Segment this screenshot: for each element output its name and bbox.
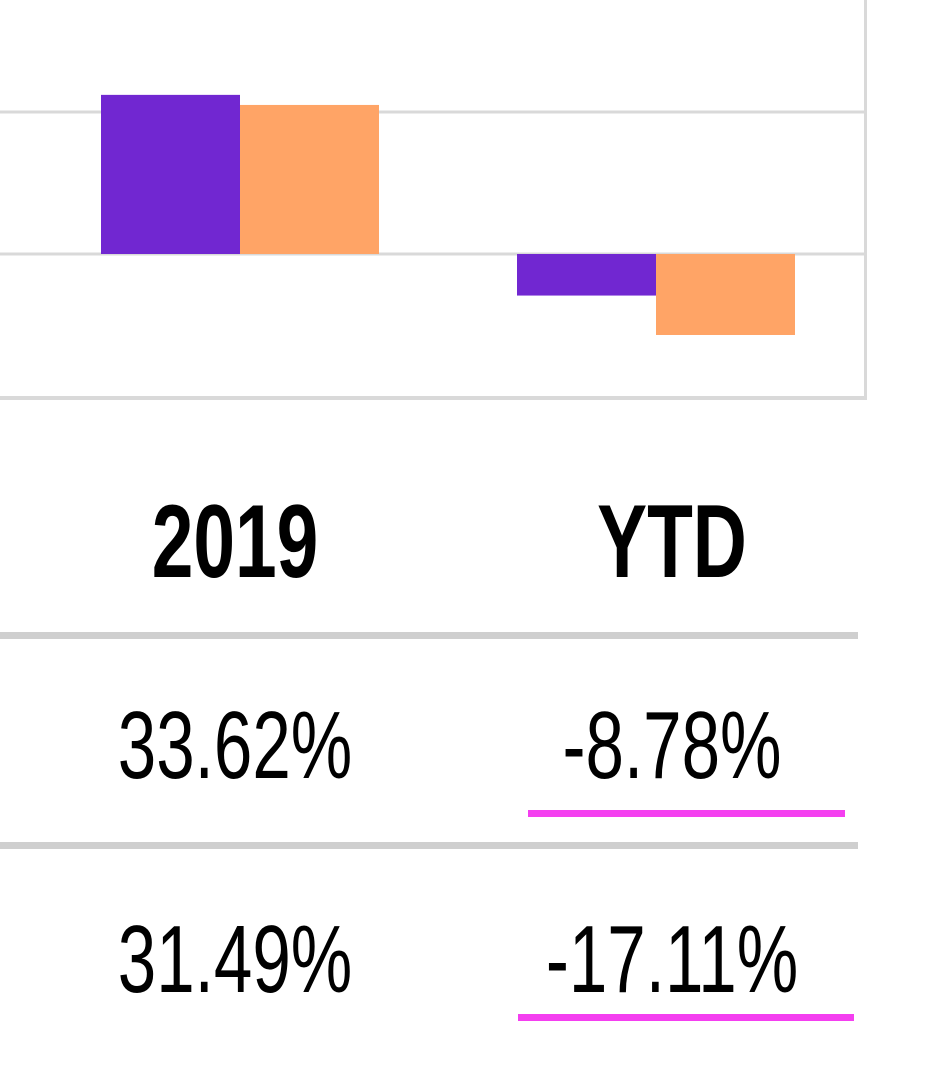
bar-ytd-series-1 (517, 254, 656, 296)
gridline (0, 110, 864, 114)
gridline (0, 252, 864, 256)
chart-gridlines (0, 110, 864, 256)
returns-table: 2019 YTD 33.62% -8.78% 31.49% -17.11% (0, 420, 942, 1078)
row-divider (0, 632, 858, 639)
bar-2019-series-1 (101, 94, 240, 255)
cell-row1-2019: 33.62% (117, 692, 353, 799)
bar-chart (0, 0, 867, 400)
chart-frame-bottom (0, 396, 867, 400)
cell-row2-2019: 31.49% (117, 906, 353, 1013)
row1-ytd-underline (528, 810, 845, 817)
row2-ytd-underline (518, 1014, 854, 1021)
column-header-ytd: YTD (597, 484, 747, 600)
chart-frame-right (864, 0, 867, 400)
column-header-2019: 2019 (151, 484, 319, 600)
cell-row2-ytd: -17.11% (545, 906, 799, 1013)
row-divider (0, 842, 858, 849)
bar-ytd-series-2 (656, 254, 795, 335)
chart-bars (101, 94, 795, 335)
cell-row1-ytd: -8.78% (562, 692, 782, 799)
bar-2019-series-2 (240, 104, 379, 255)
